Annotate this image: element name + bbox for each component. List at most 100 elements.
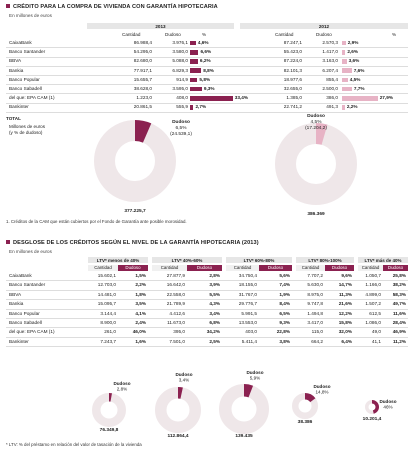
- cell-cantidad: 22.558,0: [166, 291, 185, 297]
- bar-2013: [190, 96, 233, 101]
- cell-dudoso-2013: 3.595,0: [172, 86, 188, 91]
- cell-cantidad: 8.975,0: [307, 291, 323, 297]
- cell-cantidad: 13.553,0: [238, 320, 257, 325]
- subcol-cantidad: Cantidad: [226, 265, 259, 271]
- donut-2013: [94, 120, 176, 202]
- total-sub1: Millones de euros: [9, 124, 46, 129]
- cell-dudoso-2012: 2.500,0: [322, 86, 338, 91]
- cell-dudoso-pct: 5,5%: [209, 291, 220, 297]
- cell-dudoso-pct: 4,1%: [135, 310, 146, 316]
- row-label: Banco Santander: [9, 49, 46, 55]
- year-2012-header: [240, 23, 408, 29]
- pct-2012: 2,9%: [347, 40, 359, 45]
- pct-2012: 2,2%: [346, 104, 358, 110]
- donut-2012-total: 386.369: [307, 211, 325, 217]
- cell-cantidad: 12.703,0: [97, 282, 116, 288]
- cell-dudoso-pct: 1,6%: [135, 338, 146, 344]
- donut-2012-dudoso-label: Dudoso: [307, 113, 325, 119]
- cell-dudoso-pct: 6,8%: [209, 320, 220, 325]
- cell-dudoso-pct: 15,8%: [338, 320, 352, 325]
- cell-dudoso-pct: 49,7%: [392, 301, 406, 307]
- donut-ltv-pct: 3,4%: [179, 378, 189, 383]
- cell-cantidad: 5.630,0: [307, 282, 323, 288]
- donut-rest-slice: [275, 123, 357, 205]
- cell-cantidad: 7.501,0: [169, 338, 185, 344]
- donut-rest-slice: [92, 393, 126, 427]
- pct-2012: 2,6%: [347, 49, 358, 55]
- donut-ltv-total: 76.349,8: [100, 427, 119, 433]
- cell-dudoso-pct: 11,6%: [392, 310, 406, 316]
- cell-dudoso-pct: 1,5%: [135, 273, 146, 278]
- cell-cantidad: 115,0: [311, 329, 323, 335]
- cell-dudoso-2013: 3.976,1: [172, 40, 188, 45]
- donut-ltv-dudoso-label: Dudoso: [113, 381, 130, 386]
- cell-cantidad-2012: 22.741,2: [283, 104, 302, 110]
- cell-dudoso-pct: 3,4%: [209, 310, 220, 316]
- donut-ltv: [219, 384, 269, 434]
- cell-dudoso-2012: 6.207,4: [322, 67, 338, 73]
- cell-cantidad: 4.899,0: [365, 291, 381, 297]
- row-label: CaixaBank: [9, 273, 32, 278]
- cell-cantidad: 403,0: [245, 329, 257, 335]
- cell-dudoso-pct: 2,4%: [135, 320, 146, 325]
- donut-ltv-dudoso-label: Dudoso: [379, 399, 396, 404]
- bar-2012: [342, 59, 347, 64]
- row-divider: [6, 308, 408, 310]
- cell-cantidad: 612,5: [369, 310, 381, 316]
- subcol-dudoso: Dudoso: [383, 265, 408, 271]
- row-divider: [6, 280, 408, 282]
- cell-cantidad: 5.991,5: [241, 310, 257, 316]
- cell-cantidad: 31.767,0: [238, 291, 257, 297]
- cell-dudoso-pct: 28,4%: [392, 320, 406, 325]
- row-divider: [6, 289, 408, 291]
- cell-cantidad-2013: 20.861,5: [133, 104, 152, 110]
- cell-dudoso-pct: 46,0%: [132, 329, 146, 335]
- row-label: Banco Sabadell: [9, 320, 42, 325]
- donut-2012-amount: (17.204,2): [305, 125, 327, 131]
- cell-cantidad: 9.747,8: [307, 301, 323, 307]
- row-label: Bankinter: [9, 338, 29, 344]
- cell-cantidad-2013: 15.655,7: [133, 76, 152, 82]
- row-label: BBVA: [9, 291, 22, 297]
- cell-dudoso-pct: 2,5%: [209, 338, 220, 344]
- bar-2013: [190, 50, 199, 55]
- pct-2013: 2,7%: [195, 104, 207, 110]
- row-divider: [6, 74, 408, 76]
- donut-ltv-total: 139.435: [235, 433, 253, 439]
- donut-dudoso-slice: [109, 393, 112, 402]
- row-label: Bankia: [9, 67, 24, 73]
- cell-dudoso-pct: 2,8%: [209, 273, 220, 278]
- total-sub2: (y % de dudoso): [9, 130, 43, 135]
- cell-cantidad-2013: 38.628,0: [133, 86, 152, 91]
- row-divider: [6, 84, 408, 86]
- section1-footnote: 1. Créditos de la CAM que están cubierto…: [6, 219, 187, 224]
- donut-2013-pct: 6,5%: [176, 125, 188, 131]
- donut-dudoso-slice: [305, 393, 316, 403]
- col-dudoso-2013: Dudoso: [165, 32, 181, 37]
- bar-2013: [190, 59, 198, 64]
- row-divider: [6, 318, 408, 319]
- pct-2013: 9,3%: [203, 86, 215, 91]
- donut-rest-slice: [94, 120, 176, 202]
- col-cantidad-2012: Cantidad: [275, 32, 294, 37]
- cell-dudoso-2012: 1.417,0: [322, 49, 338, 55]
- donut-dudoso-slice: [135, 120, 152, 143]
- cell-cantidad: 15.602,1: [97, 273, 116, 278]
- donut-rest-slice: [219, 384, 269, 434]
- donut-ltv-total: 10.201,4: [363, 416, 382, 422]
- ltv-group-label: LTV* más de 40%: [364, 257, 402, 263]
- cell-dudoso-pct: 2,2%: [135, 282, 146, 288]
- donut-dudoso-slice: [372, 400, 379, 414]
- ltv-group-header: [152, 257, 222, 263]
- row-divider: [6, 111, 408, 113]
- cell-cantidad: 34.750,4: [238, 273, 257, 278]
- bar-2012: [342, 40, 346, 46]
- cell-dudoso-pct: 3,9%: [209, 282, 220, 288]
- cell-dudoso-pct: 5,6%: [279, 273, 290, 278]
- row-label: Banco Sabadell: [9, 86, 42, 91]
- cell-cantidad-2012: 82.101,3: [283, 67, 302, 73]
- donut-ltv-dudoso-label: Dudoso: [246, 370, 263, 375]
- pct-2013: 6,2%: [199, 58, 211, 64]
- cell-cantidad-2013: 86.988,4: [133, 40, 152, 45]
- cell-cantidad: 7.707,2: [307, 273, 323, 278]
